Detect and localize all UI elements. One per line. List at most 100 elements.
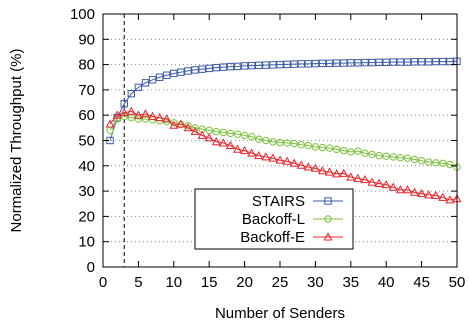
y-tick-label: 90 — [78, 31, 95, 48]
data-point-stairs — [432, 57, 440, 66]
data-point-backoff-l — [446, 160, 454, 169]
data-point-backoff-l — [269, 138, 277, 146]
data-point-stairs — [283, 60, 291, 69]
data-point-backoff-l — [134, 115, 143, 123]
data-point-backoff-l — [219, 128, 228, 137]
data-point-backoff-e — [133, 110, 143, 119]
x-tick-label: 20 — [236, 274, 253, 291]
data-point-backoff-l — [120, 112, 128, 121]
data-point-stairs — [276, 60, 284, 69]
data-point-stairs — [446, 57, 454, 66]
data-point-stairs — [389, 58, 397, 66]
data-point-backoff-e — [310, 163, 320, 172]
data-point-backoff-l — [340, 146, 348, 155]
data-point-backoff-e — [353, 173, 363, 182]
data-point-backoff-e — [247, 148, 257, 157]
data-point-stairs — [347, 59, 355, 67]
data-point-stairs — [226, 62, 235, 71]
data-point-backoff-l — [439, 159, 447, 167]
data-point-backoff-e — [148, 111, 158, 120]
data-point-stairs — [325, 59, 334, 68]
data-point-stairs — [403, 58, 412, 66]
data-point-backoff-e — [140, 109, 151, 118]
series-line-stairs — [109, 60, 458, 141]
legend-label-backoff-l: Backoff-L — [242, 211, 305, 228]
data-point-stairs — [212, 63, 220, 72]
data-point-backoff-e — [261, 152, 271, 161]
data-point-backoff-l — [255, 135, 263, 143]
data-point-stairs — [170, 69, 178, 78]
data-point-stairs — [247, 61, 256, 70]
data-point-backoff-e — [395, 185, 405, 194]
data-point-backoff-l — [297, 141, 305, 149]
y-tick-label: 60 — [78, 107, 95, 124]
data-point-stairs — [148, 76, 157, 84]
data-point-stairs — [120, 100, 128, 108]
data-point-stairs — [184, 67, 192, 75]
x-tick-label: 10 — [165, 274, 182, 291]
data-point-backoff-e — [332, 169, 342, 178]
series-line-backoff-e — [109, 110, 458, 201]
x-tick-label: 50 — [449, 274, 466, 291]
data-point-stairs — [439, 57, 447, 66]
data-point-backoff-e — [176, 119, 186, 128]
data-point-backoff-e — [402, 185, 412, 194]
data-point-stairs — [198, 65, 206, 73]
data-point-backoff-l — [354, 147, 362, 155]
series-stairs — [106, 57, 461, 145]
data-point-backoff-e — [409, 187, 420, 196]
x-axis-ticks: 0 5 10 15 20 25 30 35 40 45 50 — [99, 14, 466, 291]
data-point-backoff-e — [289, 158, 299, 167]
data-point-backoff-e — [282, 156, 292, 165]
data-point-stairs — [368, 58, 376, 67]
data-point-backoff-l — [191, 124, 199, 132]
series-backoff-e — [105, 106, 462, 204]
data-point-stairs — [332, 59, 341, 67]
data-point-stairs — [177, 68, 185, 76]
data-point-backoff-e — [225, 140, 235, 150]
x-tick-label: 30 — [307, 274, 324, 291]
data-point-backoff-l — [332, 145, 341, 154]
data-point-backoff-l — [396, 154, 405, 162]
y-tick-label: 80 — [78, 57, 95, 74]
data-point-backoff-e — [197, 130, 207, 139]
data-point-backoff-e — [388, 182, 398, 191]
data-point-stairs — [396, 58, 405, 66]
series-backoff-l — [106, 112, 461, 171]
data-point-backoff-e — [204, 133, 214, 142]
data-point-backoff-l — [318, 143, 327, 152]
legend-label-stairs: STAIRS — [252, 193, 305, 210]
data-point-backoff-e — [232, 144, 243, 153]
data-point-stairs — [255, 61, 263, 70]
data-point-stairs — [262, 61, 270, 69]
data-point-backoff-e — [105, 119, 115, 128]
data-point-stairs — [205, 64, 213, 73]
data-point-backoff-e — [424, 190, 434, 199]
data-point-backoff-l — [368, 150, 376, 159]
y-axis-title: Normalized Throughput (%) — [8, 49, 25, 233]
data-point-backoff-e — [183, 123, 193, 132]
data-point-backoff-e — [317, 166, 328, 175]
data-point-backoff-l — [347, 148, 355, 156]
data-point-stairs — [233, 62, 242, 71]
data-point-backoff-l — [233, 130, 242, 138]
data-point-backoff-l — [424, 158, 433, 166]
data-point-backoff-l — [226, 129, 235, 138]
x-tick-label: 40 — [378, 274, 395, 291]
data-point-backoff-e — [303, 162, 313, 171]
data-point-stairs — [240, 62, 249, 70]
x-tick-label: 15 — [201, 274, 218, 291]
data-point-stairs — [134, 83, 143, 92]
data-point-stairs — [219, 63, 228, 71]
data-point-backoff-e — [126, 106, 136, 115]
data-point-backoff-l — [283, 139, 291, 147]
data-point-backoff-e — [155, 113, 165, 122]
data-point-stairs — [163, 71, 171, 79]
data-point-backoff-l — [290, 139, 298, 148]
data-point-backoff-e — [431, 190, 441, 199]
legend-marker-backoff-l — [324, 215, 332, 223]
data-point-backoff-e — [162, 114, 172, 123]
